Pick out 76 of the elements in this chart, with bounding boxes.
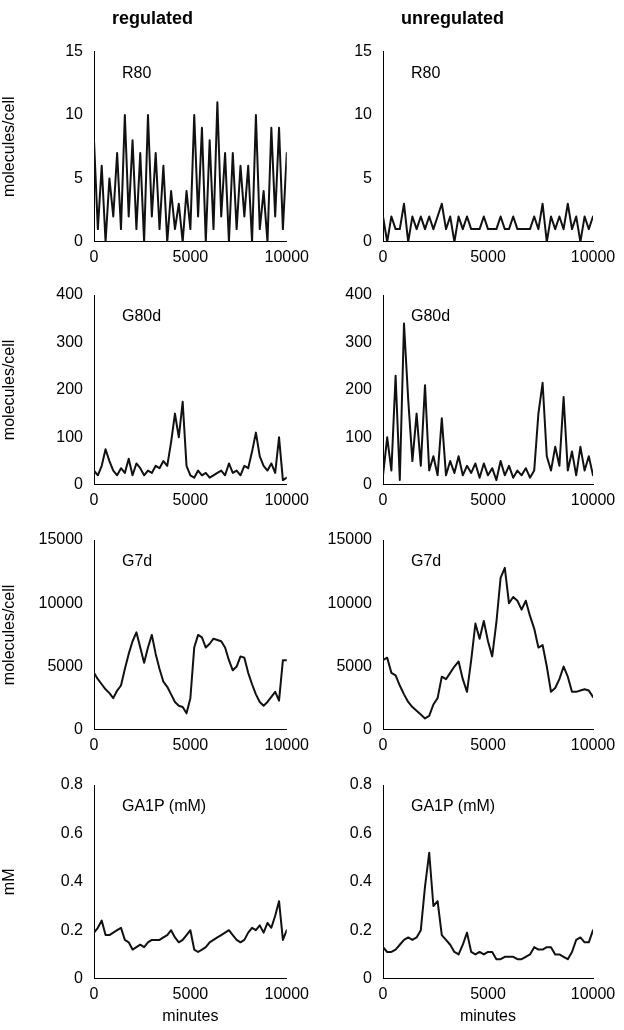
annotation: R80 [122,64,152,82]
annotation: G80d [122,307,162,325]
y-tick-label: 0 [74,475,84,493]
annotation: GA1P (mM) [122,797,207,815]
y-tick-label: 100 [345,427,373,445]
x-tick-label: 5000 [172,735,209,753]
x-tick-label: 5000 [470,247,506,265]
y-tick-label: 0.8 [349,775,373,793]
x-tick-label: 0 [89,247,99,265]
x-tick-label: 5000 [470,490,506,508]
x-tick-label: 5000 [172,247,209,265]
annotation: G7d [122,552,153,570]
x-tick-label: 5000 [470,984,506,1002]
y-tick-label: 0 [74,720,84,738]
x-tick-label: 10000 [570,984,616,1002]
y-tick-label: 0.4 [349,872,373,890]
x-axis-title: minutes [162,1006,219,1024]
x-tick-label: 0 [89,735,99,753]
chart-title: regulated [111,7,194,28]
y-tick-label: 0 [363,969,373,987]
y-axis-title: molecules/cell [0,96,18,197]
y-tick-label: 0.2 [349,920,373,938]
annotation: GA1P (mM) [411,797,496,815]
y-tick-label: 0 [363,232,373,250]
y-tick-label: 0 [363,475,373,493]
x-tick-label: 0 [89,984,99,1002]
y-tick-label: 5 [74,168,84,186]
annotation: R80 [411,64,441,82]
x-tick-label: 10000 [264,984,310,1002]
y-tick-label: 15000 [38,530,84,548]
x-tick-label: 10000 [570,735,616,753]
chart-title: unregulated [400,7,505,28]
annotation: G7d [411,552,442,570]
y-tick-label: 0 [74,969,84,987]
y-tick-label: 15 [354,42,373,60]
x-tick-label: 0 [378,984,388,1002]
x-axis-title: minutes [459,1006,517,1024]
annotation: G80d [411,307,451,325]
x-tick-label: 10000 [570,247,616,265]
x-tick-label: 10000 [264,735,310,753]
y-tick-label: 200 [345,380,373,398]
y-axis-title: mM [0,868,18,896]
y-axis-title: molecules/cell [0,584,18,686]
x-tick-label: 5000 [172,984,209,1002]
y-tick-label: 10000 [327,593,373,611]
y-tick-label: 15000 [327,530,373,548]
y-axis-title: molecules/cell [0,339,18,441]
y-tick-label: 300 [345,332,373,350]
y-tick-label: 0.6 [349,823,373,841]
x-tick-label: 0 [378,735,388,753]
x-tick-label: 5000 [470,735,506,753]
x-tick-label: 5000 [172,490,209,508]
y-tick-label: 10 [65,105,84,123]
x-tick-label: 0 [378,247,388,265]
y-tick-label: 0.4 [60,872,84,890]
y-tick-label: 0.2 [60,920,84,938]
y-tick-label: 400 [345,285,373,303]
y-tick-label: 0 [363,720,373,738]
y-tick-label: 300 [56,332,84,350]
y-tick-label: 5000 [336,656,373,674]
y-tick-label: 10000 [38,593,84,611]
y-tick-label: 400 [56,285,84,303]
y-tick-label: 0.6 [60,823,84,841]
y-tick-label: 100 [56,427,84,445]
x-tick-label: 10000 [570,490,616,508]
y-tick-label: 0.8 [60,775,84,793]
y-tick-label: 5000 [47,656,84,674]
y-tick-label: 5 [363,168,373,186]
x-tick-label: 0 [89,490,99,508]
x-tick-label: 10000 [264,490,310,508]
x-tick-label: 0 [378,490,388,508]
y-tick-label: 15 [65,42,84,60]
x-tick-label: 10000 [264,247,310,265]
y-tick-label: 0 [74,232,84,250]
y-tick-label: 200 [56,380,84,398]
y-tick-label: 10 [354,105,373,123]
